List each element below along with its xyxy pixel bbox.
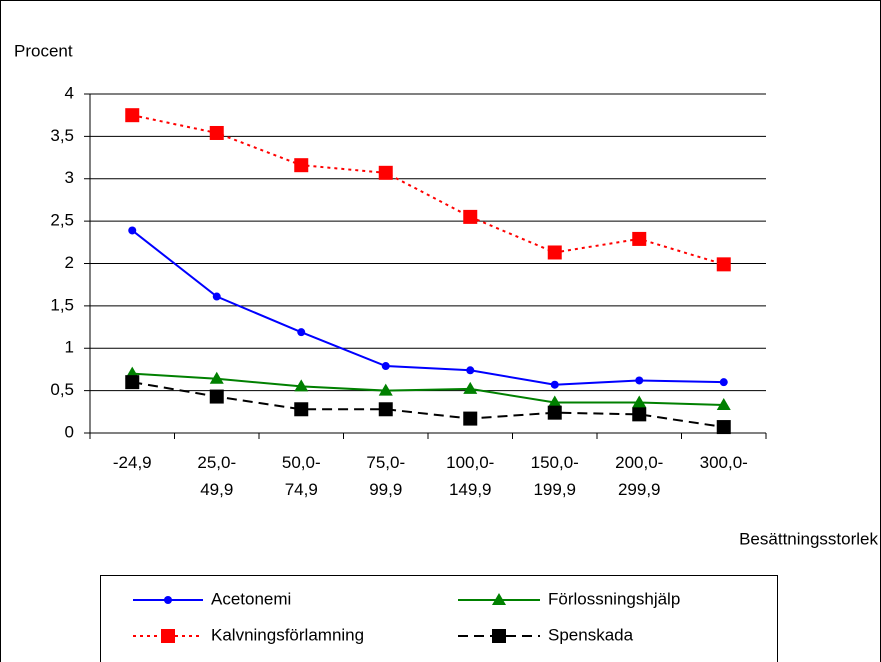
data-point <box>209 125 224 140</box>
legend-marker <box>161 629 175 643</box>
data-point <box>128 226 137 235</box>
y-tick-label: 1 <box>65 338 74 357</box>
data-point <box>125 375 140 390</box>
data-point <box>632 395 647 408</box>
y-axis-label: Procent <box>14 41 73 60</box>
legend-marker <box>164 596 172 604</box>
y-tick-label: 2,5 <box>50 211 74 230</box>
data-point <box>632 407 647 422</box>
data-point <box>550 380 559 389</box>
x-tick-label: 100,0- 149,9 <box>446 453 495 499</box>
data-point <box>125 108 140 123</box>
x-tick-label: 300,0- <box>699 453 748 472</box>
y-tick-label: 0,5 <box>50 380 74 399</box>
data-point <box>716 398 731 411</box>
data-point <box>632 231 647 246</box>
data-point <box>294 158 309 173</box>
data-point <box>716 257 731 272</box>
y-tick-label: 0 <box>65 422 74 441</box>
legend-label: Förlossningshjälp <box>548 589 680 608</box>
data-point <box>378 165 393 180</box>
series-line <box>132 114 725 266</box>
y-tick-label: 3 <box>65 168 74 187</box>
series-line <box>132 372 724 407</box>
data-point <box>212 292 221 301</box>
data-point <box>466 366 475 375</box>
data-point <box>463 209 478 224</box>
y-tick-label: 3,5 <box>50 126 74 145</box>
data-point <box>716 420 731 435</box>
series-line <box>132 381 724 429</box>
data-point <box>547 395 562 408</box>
x-tick-label: 25,0- 49,9 <box>197 453 237 499</box>
y-tick-label: 1,5 <box>50 295 74 314</box>
data-point <box>547 405 562 420</box>
data-point <box>378 402 393 417</box>
x-tick-label: 50,0- 74,9 <box>281 453 321 499</box>
legend-marker <box>492 593 506 605</box>
legend-marker <box>492 629 506 643</box>
y-tick-label: 4 <box>65 83 74 102</box>
x-tick-label: 200,0- 299,9 <box>615 453 664 499</box>
x-tick-label: 75,0- 99,9 <box>366 453 406 499</box>
data-point <box>547 245 562 260</box>
data-point <box>294 402 309 417</box>
data-point <box>209 389 224 404</box>
data-point <box>297 328 306 337</box>
y-tick-label: 2 <box>65 253 74 272</box>
data-point <box>378 383 393 396</box>
data-point <box>294 379 309 392</box>
legend-label: Acetonemi <box>211 589 291 608</box>
data-point <box>463 381 478 394</box>
x-tick-label: 150,0- 199,9 <box>530 453 579 499</box>
data-point <box>381 362 390 371</box>
data-point <box>209 371 224 384</box>
series-line <box>131 229 724 386</box>
data-point <box>719 378 728 387</box>
data-point <box>635 376 644 385</box>
legend-label: Spenskada <box>548 625 634 644</box>
data-point <box>463 411 478 426</box>
legend-label: Kalvningsförlamning <box>211 625 364 644</box>
x-tick-label: -24,9 <box>112 453 152 472</box>
legend-box <box>100 575 778 662</box>
x-axis-label: Besättningsstorlek <box>739 529 878 548</box>
